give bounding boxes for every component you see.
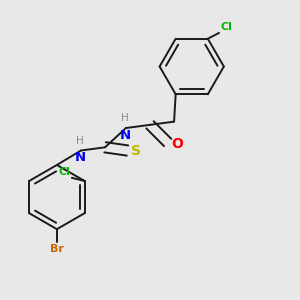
Text: H: H bbox=[76, 136, 84, 146]
Text: Br: Br bbox=[50, 244, 64, 254]
Text: H: H bbox=[121, 113, 129, 123]
Text: N: N bbox=[74, 151, 86, 164]
Text: S: S bbox=[131, 145, 141, 158]
Text: N: N bbox=[119, 129, 130, 142]
Text: Cl: Cl bbox=[58, 167, 70, 177]
Text: Cl: Cl bbox=[220, 22, 232, 32]
Text: O: O bbox=[172, 137, 183, 151]
